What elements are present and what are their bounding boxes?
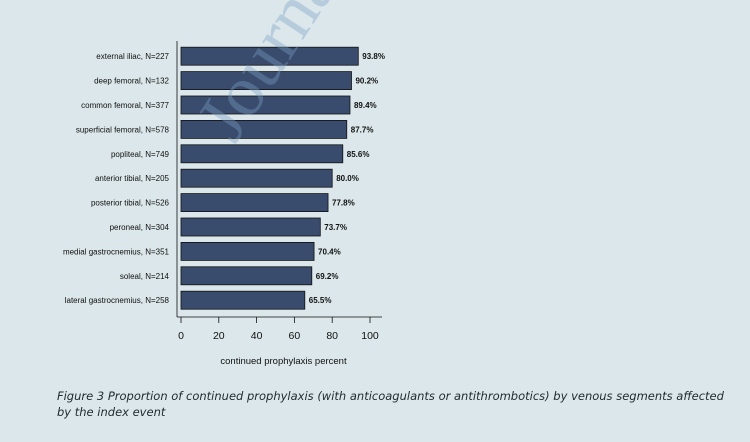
category-label: posterior tibial, N=526 [91, 199, 170, 208]
data-label: 87.7% [351, 125, 374, 134]
x-axis-title: continued prophylaxis percent [220, 356, 347, 367]
data-label: 69.2% [316, 272, 339, 281]
data-label: 85.6% [347, 150, 370, 159]
category-label: medial gastrocnemius, N=351 [63, 247, 170, 256]
data-label: 89.4% [354, 101, 377, 110]
category-label: soleal, N=214 [120, 272, 170, 281]
bar [180, 241, 315, 261]
bar [180, 46, 359, 66]
x-tick-label: 20 [213, 330, 225, 342]
data-labels: 93.8% 90.2% 89.4% 87.7% 85.6% 80.0% 77.8% 73.7%… [309, 52, 385, 305]
top-text-fragment: . [34, 0, 37, 3]
bar [180, 217, 321, 237]
category-label: deep femoral, N=132 [94, 77, 169, 86]
bar [180, 120, 348, 139]
x-tick-label: 0 [178, 330, 184, 342]
x-tick-label: 80 [326, 330, 338, 342]
data-label: 77.8% [332, 199, 355, 208]
category-label: lateral gastrocnemius, N=258 [65, 296, 170, 305]
category-label: popliteal, N=749 [111, 150, 170, 159]
bar [180, 144, 344, 164]
x-tick-label: 100 [361, 330, 379, 342]
data-label: 65.5% [309, 296, 332, 305]
data-label: 73.7% [324, 223, 347, 232]
category-labels: external iliac, N=227 deep femoral, N=132… [63, 52, 170, 305]
x-tick-label: 60 [289, 330, 301, 342]
category-label: external iliac, N=227 [96, 52, 169, 61]
bars-group [180, 46, 359, 310]
category-label: superficial femoral, N=578 [76, 125, 170, 134]
bar [180, 266, 313, 286]
bar [180, 168, 333, 188]
bar [180, 71, 352, 90]
bar [180, 95, 351, 115]
axes-group: 0 20 40 60 80 100 [176, 41, 382, 342]
figure-caption: Figure 3 Proportion of continued prophyl… [57, 389, 724, 419]
category-label: anterior tibial, N=205 [95, 174, 170, 183]
category-label: common femoral, N=377 [81, 101, 169, 110]
data-label: 90.2% [355, 77, 378, 86]
x-tick-label: 40 [251, 330, 263, 342]
bar [180, 290, 306, 310]
data-label: 70.4% [318, 247, 341, 256]
category-label: peroneal, N=304 [110, 223, 170, 232]
data-label: 93.8% [362, 52, 385, 61]
data-label: 80.0% [336, 174, 359, 183]
bar [180, 193, 329, 213]
